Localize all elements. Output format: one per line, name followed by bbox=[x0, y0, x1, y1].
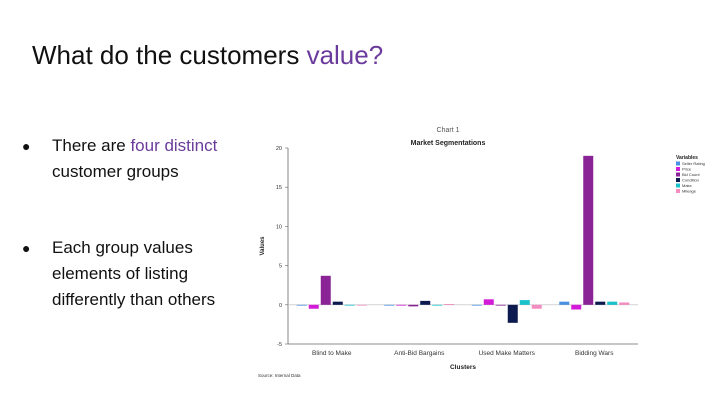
legend-label: Mileage bbox=[682, 189, 697, 194]
title-highlight: value? bbox=[306, 40, 384, 70]
bullet-item: ● Each group values elements of listing … bbox=[22, 235, 262, 313]
x-tick-label: Blind to Make bbox=[312, 350, 352, 357]
bar bbox=[420, 300, 431, 305]
legend-swatch bbox=[676, 178, 680, 182]
y-tick-label: 20 bbox=[276, 146, 282, 152]
bar bbox=[595, 301, 606, 305]
legend-label: Condition bbox=[682, 178, 699, 183]
x-tick-label: Anti-Bid Bargains bbox=[394, 350, 445, 357]
bar bbox=[471, 304, 482, 306]
bar bbox=[571, 304, 582, 310]
y-tick-label: 10 bbox=[276, 224, 282, 230]
bar bbox=[308, 304, 319, 309]
bar bbox=[332, 301, 343, 305]
legend-swatch bbox=[676, 172, 680, 177]
bar bbox=[531, 304, 542, 309]
x-tick-label: Bidding Wars bbox=[575, 350, 614, 357]
x-axis-label: Clusters bbox=[450, 364, 476, 371]
bar bbox=[444, 304, 455, 305]
y-axis-label: Values bbox=[260, 236, 266, 256]
y-tick-label: 5 bbox=[279, 264, 282, 270]
bar bbox=[356, 304, 367, 306]
legend-label: Seller Rating bbox=[682, 161, 705, 166]
legend-label: Bid Count bbox=[682, 172, 700, 177]
y-tick-label: -5 bbox=[277, 342, 282, 348]
bar bbox=[396, 304, 407, 306]
bar bbox=[519, 300, 530, 305]
legend-swatch bbox=[676, 161, 680, 166]
y-tick-label: 0 bbox=[279, 303, 282, 309]
bullet-highlight: four distinct bbox=[130, 136, 218, 155]
bar bbox=[296, 304, 307, 306]
legend-label: Make bbox=[682, 183, 693, 188]
x-tick-label: Used Make Matters bbox=[479, 350, 536, 357]
bullet-item: ● There are four distinct customer group… bbox=[22, 133, 262, 185]
bar bbox=[408, 304, 419, 307]
bar bbox=[619, 302, 630, 305]
bar bbox=[483, 299, 494, 305]
legend-swatch bbox=[676, 189, 680, 193]
legend-label: Price bbox=[682, 167, 692, 172]
bullet-icon: ● bbox=[22, 138, 31, 154]
bar bbox=[507, 304, 518, 323]
title-text: What do the customers bbox=[32, 40, 307, 70]
bullet-list: ● There are four distinct customer group… bbox=[22, 133, 262, 313]
bar bbox=[344, 304, 355, 306]
bar bbox=[559, 301, 570, 305]
market-segmentation-chart: Chart 1 Market Segmentations -5 0 5 10 15 20 Val… bbox=[258, 127, 705, 378]
y-tick-label: 15 bbox=[276, 185, 282, 191]
slide-title: What do the customers value? bbox=[32, 40, 383, 71]
bar bbox=[432, 304, 443, 306]
bar bbox=[607, 301, 618, 305]
chart-title: Market Segmentations bbox=[411, 140, 486, 147]
bullet-text: Each group values elements of listing di… bbox=[52, 238, 216, 309]
legend-title: Variables bbox=[676, 155, 698, 161]
bar bbox=[320, 275, 331, 305]
bar bbox=[583, 155, 594, 305]
bar bbox=[384, 304, 395, 306]
source-note: Source: Internal Data bbox=[258, 373, 301, 378]
bullet-icon: ● bbox=[22, 240, 31, 256]
bullet-text-end: customer groups bbox=[52, 162, 179, 181]
chart-supertitle: Chart 1 bbox=[437, 127, 460, 134]
bar bbox=[495, 304, 506, 306]
legend-swatch bbox=[676, 167, 680, 171]
legend-swatch bbox=[676, 183, 680, 188]
bullet-text: There are bbox=[52, 136, 131, 155]
